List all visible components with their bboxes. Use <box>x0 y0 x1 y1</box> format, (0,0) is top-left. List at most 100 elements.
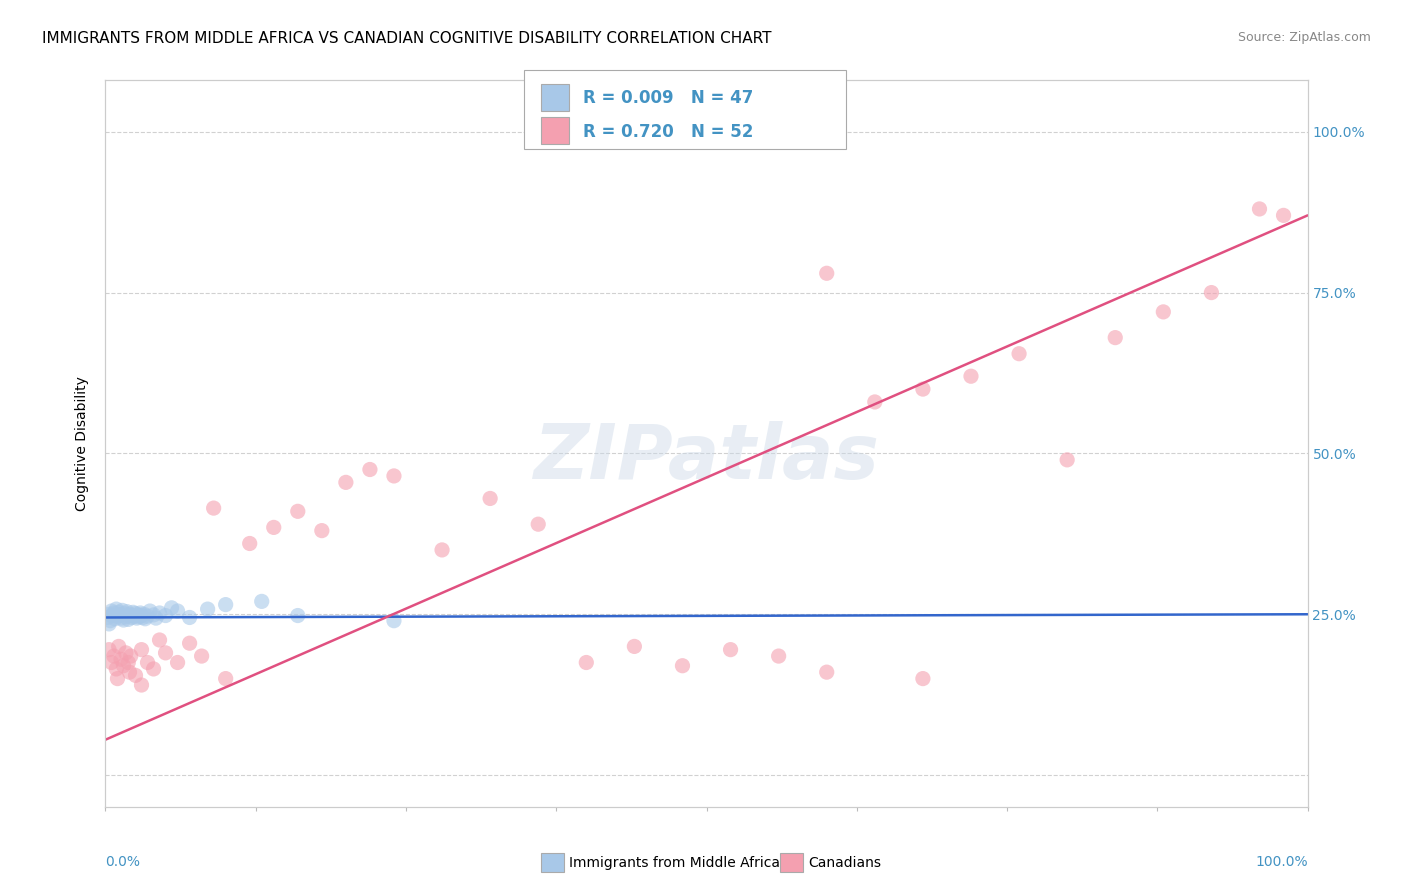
Point <box>139 604 162 618</box>
Point <box>911 382 934 396</box>
Point <box>114 607 136 621</box>
Point <box>111 603 134 617</box>
Point <box>382 469 405 483</box>
Point <box>100 656 122 670</box>
Point <box>118 665 141 680</box>
Point <box>197 602 219 616</box>
Point <box>107 609 129 624</box>
Point <box>128 610 150 624</box>
Point <box>124 668 146 682</box>
Point <box>287 608 309 623</box>
Point <box>136 609 159 624</box>
Point <box>142 607 165 622</box>
Point <box>768 649 790 664</box>
Point <box>112 613 135 627</box>
Point <box>263 520 285 534</box>
Text: ZIPatlas: ZIPatlas <box>533 421 880 495</box>
Point <box>1272 208 1295 222</box>
Point <box>107 605 129 619</box>
Point <box>1104 330 1126 344</box>
Point <box>108 607 131 622</box>
Point <box>623 640 645 654</box>
Point <box>815 266 838 280</box>
Point <box>142 662 165 676</box>
Point <box>359 462 381 476</box>
Text: R = 0.009   N = 47: R = 0.009 N = 47 <box>583 89 754 107</box>
Point <box>179 610 201 624</box>
Point <box>250 594 273 608</box>
Point <box>1201 285 1223 300</box>
Point <box>101 608 124 623</box>
Point <box>115 605 138 619</box>
Point <box>527 517 550 532</box>
Point <box>132 610 155 624</box>
Point <box>98 614 121 628</box>
Text: IMMIGRANTS FROM MIDDLE AFRICA VS CANADIAN COGNITIVE DISABILITY CORRELATION CHART: IMMIGRANTS FROM MIDDLE AFRICA VS CANADIA… <box>42 31 772 46</box>
Point <box>100 604 122 618</box>
Point <box>155 646 177 660</box>
Text: Source: ZipAtlas.com: Source: ZipAtlas.com <box>1237 31 1371 45</box>
Point <box>110 611 132 625</box>
Point <box>190 649 212 664</box>
Point <box>117 656 139 670</box>
Text: 100.0%: 100.0% <box>1256 855 1308 869</box>
Point <box>960 369 983 384</box>
Point <box>155 608 177 623</box>
Point <box>131 678 153 692</box>
Point <box>103 606 125 620</box>
Point <box>720 642 742 657</box>
Point <box>105 602 128 616</box>
Point <box>1008 347 1031 361</box>
Point <box>110 652 132 666</box>
Point <box>121 610 143 624</box>
Point <box>214 672 236 686</box>
Point <box>166 604 188 618</box>
Point <box>239 536 262 550</box>
Point <box>105 662 128 676</box>
Point <box>382 614 405 628</box>
Y-axis label: Cognitive Disability: Cognitive Disability <box>76 376 90 511</box>
Point <box>311 524 333 538</box>
Point <box>104 612 127 626</box>
Text: 0.0%: 0.0% <box>105 855 141 869</box>
Point <box>115 646 138 660</box>
Point <box>430 543 453 558</box>
Point <box>863 395 886 409</box>
Point <box>98 607 121 622</box>
Point <box>179 636 201 650</box>
Point <box>131 642 153 657</box>
Point <box>671 658 693 673</box>
Point <box>115 610 138 624</box>
Point <box>132 607 155 622</box>
Point <box>479 491 502 506</box>
Point <box>148 606 170 620</box>
Point <box>98 642 121 657</box>
Point <box>122 605 145 619</box>
Point <box>127 607 149 622</box>
Point <box>120 608 142 623</box>
Text: Immigrants from Middle Africa: Immigrants from Middle Africa <box>569 855 780 870</box>
Point <box>107 672 129 686</box>
Point <box>1152 305 1174 319</box>
Point <box>136 656 159 670</box>
Point <box>129 606 152 620</box>
Point <box>131 608 153 623</box>
Point <box>112 658 135 673</box>
Point <box>1249 202 1271 216</box>
Point <box>148 632 170 647</box>
Point <box>134 612 156 626</box>
Point <box>202 501 225 516</box>
Point <box>287 504 309 518</box>
Point <box>103 649 125 664</box>
Text: Canadians: Canadians <box>808 855 882 870</box>
Point <box>97 610 120 624</box>
Point <box>120 649 142 664</box>
Point <box>98 616 121 631</box>
Point <box>1056 453 1078 467</box>
Point <box>575 656 598 670</box>
Point <box>145 611 167 625</box>
Point <box>107 640 129 654</box>
Point <box>214 598 236 612</box>
Point <box>124 607 146 621</box>
Point <box>335 475 357 490</box>
